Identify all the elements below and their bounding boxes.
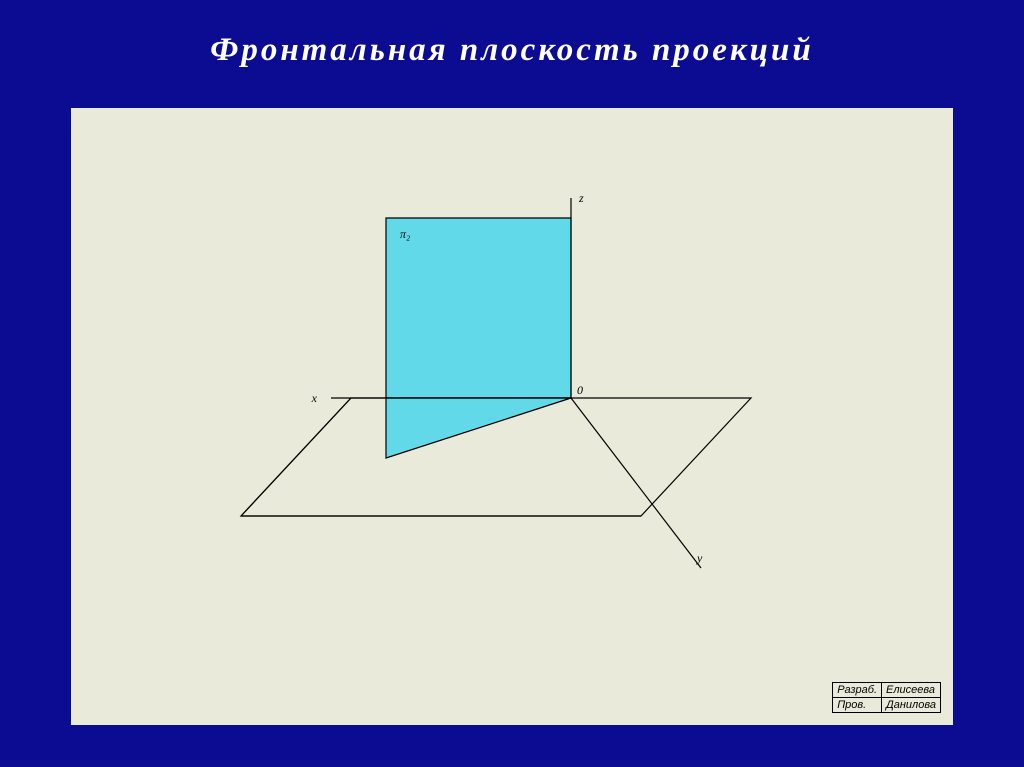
table-row: Пров. Данилова xyxy=(833,697,941,712)
title-block-table: Разраб. Елисеева Пров. Данилова xyxy=(832,682,941,713)
origin-label: 0 xyxy=(577,383,583,397)
x-axis-label: x xyxy=(311,391,318,405)
tb-label: Разраб. xyxy=(833,682,882,697)
diagram-canvas: z x y 0 π₂ Разраб. Елисеева Пров. Данилова xyxy=(71,108,953,725)
diagram-svg: z x y 0 π₂ xyxy=(71,108,953,725)
tb-label: Пров. xyxy=(833,697,882,712)
tb-value: Елисеева xyxy=(882,682,941,697)
tb-value: Данилова xyxy=(882,697,941,712)
slide-title: Фронтальная плоскость проекций xyxy=(0,32,1024,69)
y-axis-label: y xyxy=(696,551,703,565)
z-axis-label: z xyxy=(578,191,584,205)
pi2-label: π₂ xyxy=(400,227,410,241)
slide: Фронтальная плоскость проекций z x y 0 π₂ Ра… xyxy=(0,0,1024,767)
table-row: Разраб. Елисеева xyxy=(833,682,941,697)
